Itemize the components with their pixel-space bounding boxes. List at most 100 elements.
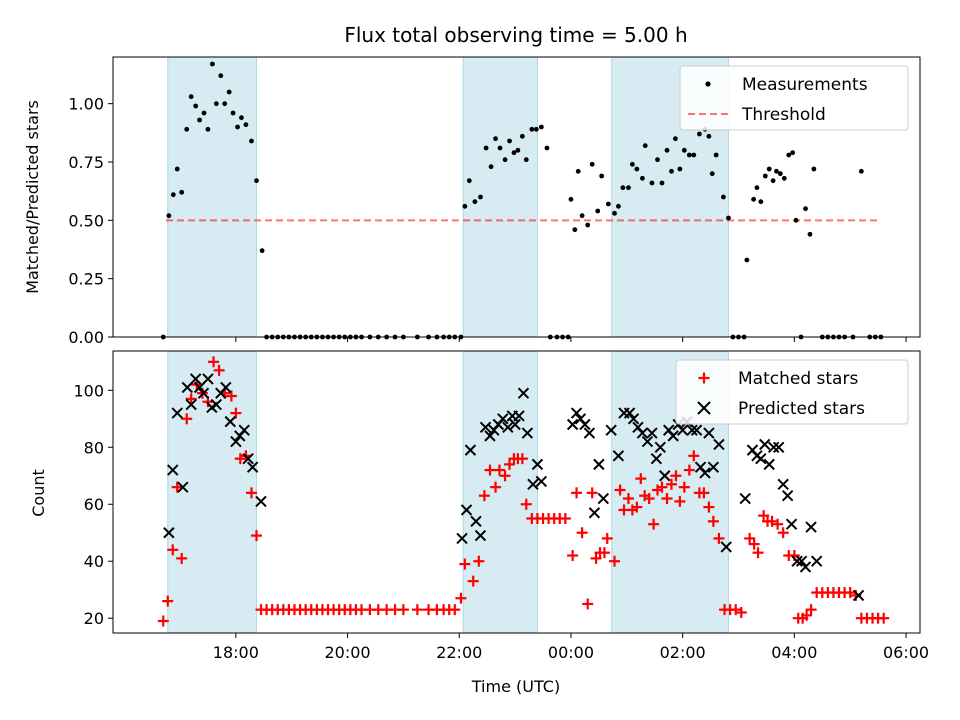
x-tick-label: 00:00 xyxy=(548,643,594,662)
measurement-point xyxy=(664,147,670,153)
measurement-point xyxy=(677,166,683,172)
x-tick-label: 20:00 xyxy=(325,643,371,662)
predicted-point-b xyxy=(470,515,482,528)
predicted-point-b xyxy=(210,398,223,411)
measurement-point xyxy=(642,143,648,149)
predicted-point-b xyxy=(627,413,640,425)
predicted-point-b xyxy=(686,424,698,436)
measurement-point xyxy=(201,110,207,116)
measurement-point xyxy=(572,227,578,233)
predicted-point-b xyxy=(513,410,525,422)
predicted-point xyxy=(593,458,605,471)
predicted-point xyxy=(767,441,780,453)
matched-point xyxy=(473,555,485,567)
predicted-point-b xyxy=(163,527,175,539)
measurement-point xyxy=(243,122,249,128)
y-tick-label: 60 xyxy=(84,495,104,514)
predicted-point xyxy=(497,413,509,425)
predicted-point-b xyxy=(193,381,206,394)
measurement-point xyxy=(218,73,224,79)
measurement-point xyxy=(568,196,574,202)
predicted-point-b xyxy=(767,441,780,453)
predicted-point-b xyxy=(791,555,803,567)
predicted-point xyxy=(579,418,591,431)
predicted-point xyxy=(171,407,183,419)
predicted-point xyxy=(583,427,596,439)
predicted-point-b xyxy=(574,413,587,425)
predicted-point xyxy=(527,478,539,491)
predicted-point xyxy=(703,427,715,439)
measurement-point xyxy=(210,61,215,67)
predicted-point xyxy=(570,407,583,419)
matched-point xyxy=(411,604,423,616)
legend-label: Threshold xyxy=(741,105,826,125)
measurement-point xyxy=(807,231,813,237)
measurement-point xyxy=(515,147,521,153)
x-tick-label: 18:00 xyxy=(213,643,259,662)
predicted-point xyxy=(623,407,636,419)
predicted-point xyxy=(479,421,492,434)
measurement-point xyxy=(478,194,483,200)
matched-point xyxy=(397,604,409,616)
matched-point xyxy=(586,487,598,499)
matched-point xyxy=(157,615,169,627)
matched-point xyxy=(559,512,571,524)
predicted-point xyxy=(690,424,703,436)
shaded-window-0-0 xyxy=(167,56,258,338)
predicted-point-b xyxy=(805,521,817,533)
predicted-point-b xyxy=(579,418,591,431)
matched-point xyxy=(162,595,174,607)
predicted-point xyxy=(210,398,223,411)
predicted-point xyxy=(686,424,698,436)
predicted-point xyxy=(791,555,803,567)
panel-frame-1 xyxy=(112,350,921,634)
y-tick-label: 40 xyxy=(84,552,104,571)
series-predicted-stars xyxy=(163,373,865,602)
predicted-point-b xyxy=(593,458,605,471)
predicted-point xyxy=(713,438,725,451)
predicted-point xyxy=(636,427,649,439)
measurement-point xyxy=(766,166,772,172)
predicted-point xyxy=(521,427,534,439)
predicted-point-b xyxy=(746,444,759,456)
measurement-point xyxy=(589,161,595,167)
predicted-point-b xyxy=(739,492,751,505)
measurement-point xyxy=(790,150,796,156)
series-layer xyxy=(157,61,890,627)
measurement-point xyxy=(502,157,508,163)
predicted-point xyxy=(777,478,789,491)
predicted-point xyxy=(646,427,658,439)
matched-point xyxy=(490,481,502,493)
chart-title: Flux total observing time = 5.00 h xyxy=(344,23,687,47)
matched-point xyxy=(601,532,613,544)
predicted-point-b xyxy=(623,407,636,419)
matched-point xyxy=(643,493,655,505)
predicted-point xyxy=(667,430,679,442)
legend-label: Measurements xyxy=(742,75,868,95)
measurement-point xyxy=(523,157,529,163)
measurement-point xyxy=(222,101,228,107)
matched-point xyxy=(493,464,505,476)
measurement-point xyxy=(497,145,503,151)
measurement-point xyxy=(585,222,591,228)
matched-point xyxy=(171,481,183,493)
matched-point xyxy=(609,555,621,567)
matched-point xyxy=(631,501,643,513)
panel-frame-0 xyxy=(112,56,921,338)
measurement-point xyxy=(803,206,808,212)
matched-point xyxy=(582,598,594,610)
matched-point xyxy=(661,493,673,505)
matched-point xyxy=(801,609,813,621)
observing-windows xyxy=(167,56,729,634)
predicted-point xyxy=(772,441,785,453)
axes-layer: 0.00 0.25 0.50 0.75 1.00 20 40 60 80 100 18:00 20:0… xyxy=(68,56,929,662)
matched-point xyxy=(777,527,789,539)
predicted-point-b xyxy=(612,450,625,462)
measurement-point xyxy=(659,180,665,186)
predicted-point xyxy=(785,518,798,530)
predicted-point xyxy=(255,495,267,508)
measurement-point xyxy=(709,171,715,177)
predicted-point xyxy=(641,435,654,448)
matched-point xyxy=(576,527,588,539)
predicted-point xyxy=(460,504,473,516)
